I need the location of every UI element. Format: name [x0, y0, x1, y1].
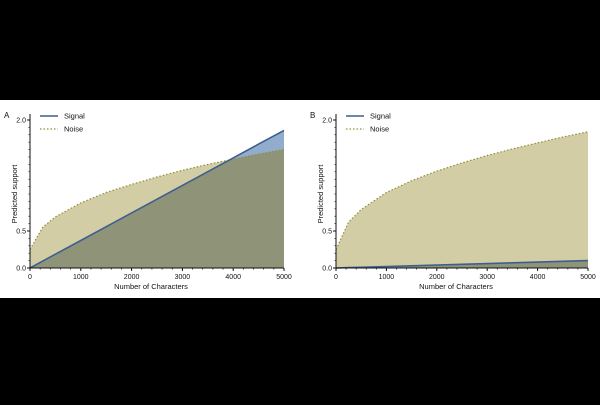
legend-signal-label: Signal	[64, 112, 85, 121]
y-tick-label: 2.0	[16, 118, 26, 125]
y-tick-label: 0.5	[16, 229, 26, 236]
x-axis-label: Number of Characters	[114, 282, 188, 291]
noise-line	[29, 149, 285, 250]
x-tick-label: 1000	[73, 274, 89, 281]
noise-line	[335, 131, 589, 250]
x-tick-label: 0	[334, 274, 338, 281]
y-axis-label: Predicted support	[316, 164, 325, 224]
legend-signal-label: Signal	[370, 112, 391, 121]
chart-panel-b: 0 1000 2000 3000 4000 5000 0.0 0.5 2.0 Number of …	[310, 111, 596, 291]
x-tick-label: 5000	[276, 274, 292, 281]
y-tick-label: 2.0	[322, 118, 332, 125]
y-axis-label: Predicted support	[10, 164, 19, 224]
x-tick-label: 4000	[530, 274, 546, 281]
x-tick-label: 3000	[175, 274, 191, 281]
x-tick-label: 4000	[225, 274, 241, 281]
legend-noise-label: Noise	[370, 125, 389, 134]
y-tick-label: 0.0	[322, 266, 332, 273]
x-tick-label: 2000	[124, 274, 140, 281]
x-axis-label: Number of Characters	[419, 282, 493, 291]
panel-label: A	[4, 111, 10, 120]
y-tick-label: 0.0	[16, 266, 26, 273]
x-tick-label: 1000	[379, 274, 395, 281]
noise-area	[336, 131, 588, 268]
signal-line	[335, 259, 589, 269]
legend-noise-label: Noise	[64, 125, 83, 134]
panel-label: B	[310, 111, 315, 120]
legend: Signal Noise	[346, 112, 391, 134]
y-tick-label: 0.5	[322, 229, 332, 236]
x-tick-label: 3000	[479, 274, 495, 281]
signal-line	[29, 129, 285, 269]
x-tick-label: 2000	[429, 274, 445, 281]
chart-panel-a: 0 1000 2000 3000 4000 5000 0.0 0.5 2.0 Number of …	[4, 111, 292, 291]
legend: Signal Noise	[40, 112, 85, 134]
x-tick-label: 5000	[580, 274, 596, 281]
x-tick-label: 0	[28, 274, 32, 281]
